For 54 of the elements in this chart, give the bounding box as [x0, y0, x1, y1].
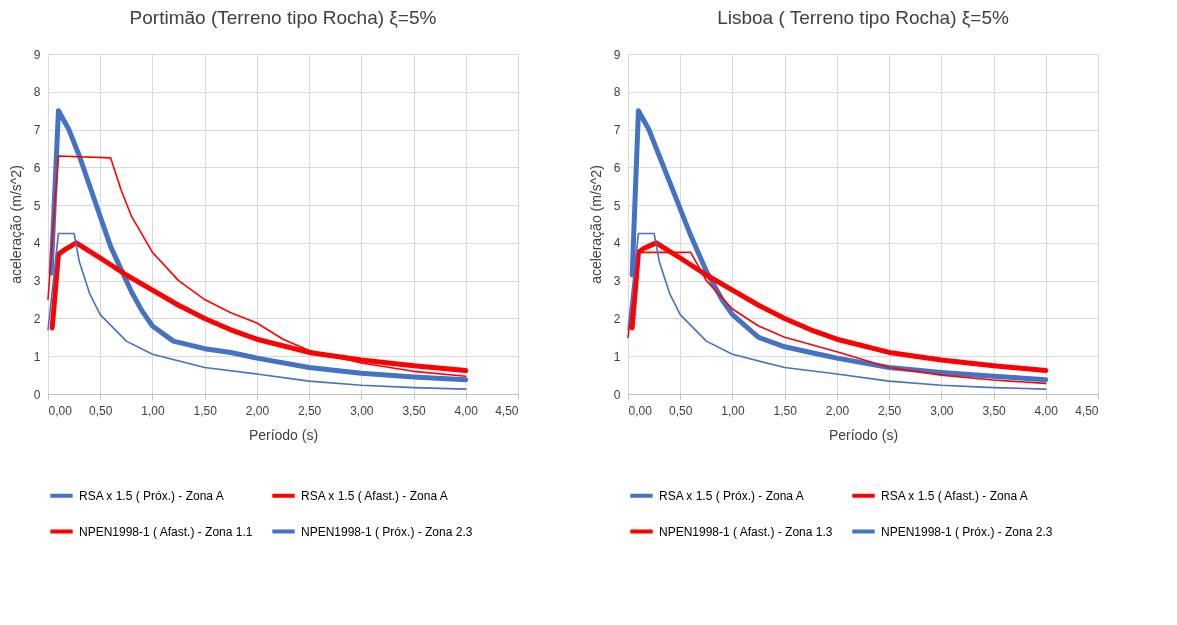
- x-tick-label: 1,00: [141, 403, 165, 418]
- y-tick-label: 9: [613, 47, 621, 62]
- x-tick-label: 1,50: [773, 403, 798, 418]
- x-tick-label: 2,00: [825, 403, 850, 418]
- x-tick-label: 4,00: [1034, 403, 1059, 418]
- y-tick-label: 8: [613, 85, 621, 100]
- y-tick-label: 5: [33, 198, 41, 213]
- y-tick-label: 2: [613, 311, 621, 326]
- legend-label: NPEN1998-1 ( Afast.) - Zona 1.3: [659, 524, 833, 539]
- y-axis-title: aceleração (m/s^2): [587, 165, 604, 284]
- y-tick-label: 6: [33, 160, 41, 175]
- y-tick-label: 0: [613, 387, 621, 402]
- legend-label: RSA x 1.5 ( Afast.) - Zona A: [301, 488, 448, 503]
- x-tick-label: 0,00: [628, 403, 653, 418]
- y-tick-label: 7: [33, 123, 41, 138]
- x-tick-label: 1,50: [193, 403, 218, 418]
- x-tick-label: 3,00: [930, 403, 954, 418]
- y-tick-label: 7: [613, 123, 621, 138]
- y-tick-label: 5: [613, 198, 621, 213]
- y-tick-label: 4: [613, 236, 621, 251]
- x-tick-label: 0,50: [89, 403, 113, 418]
- y-tick-label: 4: [33, 236, 41, 251]
- chart-title: Lisboa ( Terreno tipo Rocha) ξ=5%: [717, 7, 1009, 28]
- y-tick-label: 1: [613, 349, 621, 364]
- x-tick-label: 4,50: [1075, 403, 1099, 418]
- x-tick-label: 0,00: [48, 403, 73, 418]
- x-tick-label: 3,50: [982, 403, 1007, 418]
- legend-label: RSA x 1.5 ( Próx.) - Zona A: [659, 488, 804, 503]
- x-tick-label: 4,50: [495, 403, 519, 418]
- y-tick-label: 1: [33, 349, 41, 364]
- y-tick-label: 0: [33, 387, 41, 402]
- x-axis-title: Período (s): [248, 426, 319, 443]
- x-tick-label: 2,00: [245, 403, 270, 418]
- legend-label: RSA x 1.5 ( Afast.) - Zona A: [881, 488, 1028, 503]
- x-tick-label: 3,00: [350, 403, 374, 418]
- x-axis-title: Período (s): [828, 426, 899, 443]
- y-tick-label: 2: [33, 311, 41, 326]
- legend-label: NPEN1998-1 ( Próx.) - Zona 2.3: [881, 524, 1053, 539]
- legend-label: RSA x 1.5 ( Próx.) - Zona A: [79, 488, 224, 503]
- y-axis-title: aceleração (m/s^2): [7, 165, 24, 284]
- chart-title: Portimão (Terreno tipo Rocha) ξ=5%: [129, 7, 437, 28]
- x-tick-label: 1,00: [721, 403, 745, 418]
- y-tick-label: 9: [33, 47, 41, 62]
- y-tick-label: 3: [613, 274, 621, 289]
- legend-label: NPEN1998-1 ( Afast.) - Zona 1.1: [79, 524, 253, 539]
- y-tick-label: 3: [33, 274, 41, 289]
- x-tick-label: 2,50: [297, 403, 322, 418]
- x-tick-label: 3,50: [402, 403, 427, 418]
- y-tick-label: 8: [33, 85, 41, 100]
- x-tick-label: 0,50: [669, 403, 693, 418]
- legend-label: NPEN1998-1 ( Próx.) - Zona 2.3: [301, 524, 473, 539]
- y-tick-label: 6: [613, 160, 621, 175]
- x-tick-label: 4,00: [454, 403, 479, 418]
- x-tick-label: 2,50: [877, 403, 902, 418]
